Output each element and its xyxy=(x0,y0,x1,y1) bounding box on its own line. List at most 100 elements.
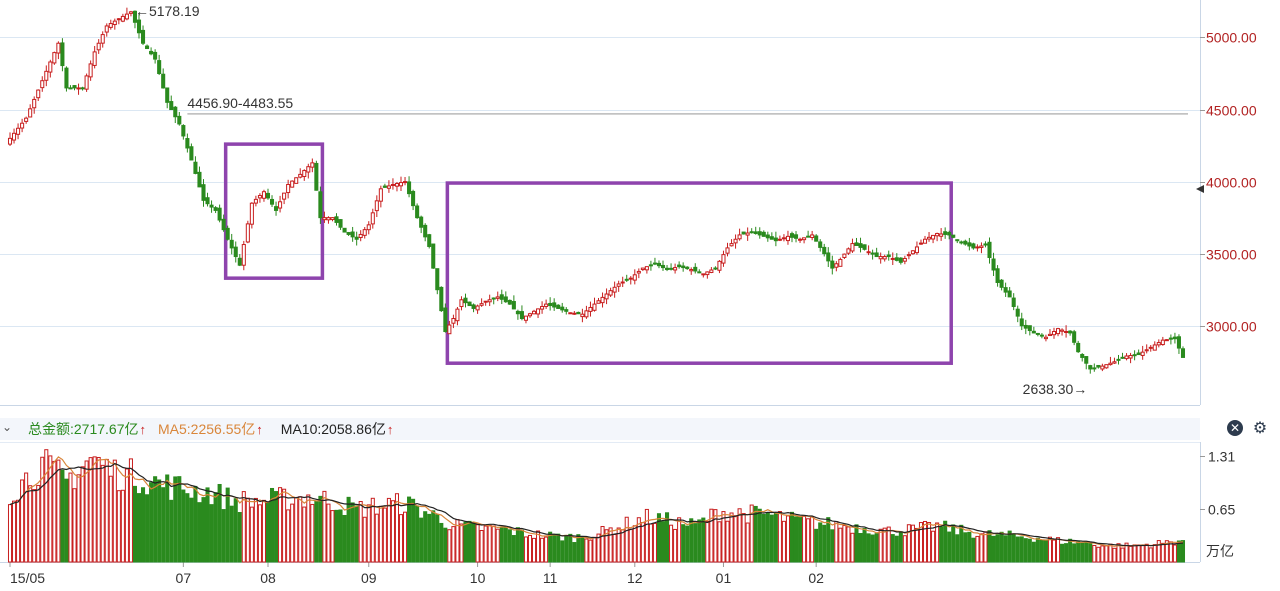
close-icon[interactable]: ✕ xyxy=(1227,420,1243,436)
volume-bar xyxy=(322,490,327,563)
volume-bar xyxy=(411,498,416,563)
candle-body xyxy=(580,313,585,318)
candle-body xyxy=(660,264,666,269)
candle-body xyxy=(354,236,359,240)
candle-body xyxy=(1088,365,1093,370)
volume-bar xyxy=(80,466,85,563)
x-tick-label: 01 xyxy=(716,570,732,586)
candle-body xyxy=(1039,334,1044,337)
volume-bar xyxy=(624,516,629,563)
candle-body xyxy=(914,246,919,254)
y-tick-label: 3500.00 xyxy=(1206,247,1257,263)
candle-body xyxy=(120,15,125,22)
candle-body xyxy=(423,224,428,238)
candle-body xyxy=(286,183,291,194)
volume-bar xyxy=(193,485,198,563)
volume-bar xyxy=(338,509,343,563)
candle-body xyxy=(1140,351,1145,356)
volume-bar xyxy=(507,529,512,563)
volume-bar xyxy=(967,531,972,563)
volume-bar xyxy=(717,521,722,563)
volume-bar xyxy=(777,511,782,563)
candle-body xyxy=(834,263,839,268)
gear-icon[interactable]: ⚙ xyxy=(1252,420,1268,437)
candle-body xyxy=(269,198,275,205)
volume-bar xyxy=(72,488,77,563)
chevron-down-icon[interactable]: ⌄ xyxy=(2,420,13,434)
candle-body xyxy=(540,306,545,310)
candle-body xyxy=(213,207,218,211)
volume-bar xyxy=(463,521,468,563)
x-tick-label: 08 xyxy=(260,570,276,586)
candle-body xyxy=(197,171,202,188)
volume-bar xyxy=(1003,535,1008,563)
candle-body xyxy=(947,231,952,236)
candle-body xyxy=(769,236,774,240)
candle-body xyxy=(753,231,758,234)
candle-body xyxy=(261,191,266,199)
volume-bar xyxy=(1144,543,1149,563)
volume-bar xyxy=(16,499,21,563)
candle-body xyxy=(612,286,617,293)
candle-body xyxy=(1164,339,1169,342)
volume-bar xyxy=(1140,544,1145,563)
volume-bar xyxy=(669,524,674,563)
volume-bar xyxy=(560,540,565,563)
volume-bar xyxy=(608,527,613,563)
volume-bar xyxy=(403,511,408,563)
candle-body xyxy=(757,231,762,236)
volume-bar xyxy=(556,533,561,563)
candle-body xyxy=(729,243,734,247)
volume-bar xyxy=(761,513,766,563)
candle-body xyxy=(1180,348,1186,358)
volume-bar xyxy=(491,525,496,563)
volume-bar xyxy=(834,521,839,563)
y-tick-label: 5000.00 xyxy=(1206,30,1257,46)
candle-body xyxy=(28,108,33,118)
candle-body xyxy=(1055,328,1061,335)
volume-bar xyxy=(1015,536,1020,563)
candle-body xyxy=(217,207,222,221)
candle-body xyxy=(249,202,254,225)
volume-bar xyxy=(431,510,436,563)
y-tick-label: 3000.00 xyxy=(1206,319,1257,335)
x-tick-label: 10 xyxy=(470,570,486,586)
candle-body xyxy=(737,234,742,240)
candle-body xyxy=(338,219,343,228)
candle-body xyxy=(777,238,782,241)
candle-body xyxy=(749,231,754,234)
candle-body xyxy=(689,269,694,272)
volume-bar xyxy=(1120,547,1125,563)
candle-body xyxy=(88,63,93,78)
candle-body xyxy=(1031,330,1036,334)
candle-body xyxy=(1132,354,1137,357)
volume-bar xyxy=(995,534,1000,563)
volume-bar xyxy=(209,504,214,563)
candle-body xyxy=(765,234,770,239)
candle-body xyxy=(64,67,69,89)
volume-bar xyxy=(531,537,537,563)
volume-bar xyxy=(1076,541,1081,563)
candle-body xyxy=(874,252,879,258)
volume-bar xyxy=(983,531,988,563)
candle-body xyxy=(189,146,194,161)
volume-bar xyxy=(1043,539,1048,563)
volume-bar xyxy=(1039,539,1044,563)
candle-body xyxy=(785,235,790,242)
volume-bar xyxy=(1080,542,1085,563)
candle-body xyxy=(257,195,262,199)
candle-body xyxy=(523,315,528,321)
volume-bar xyxy=(330,510,335,563)
volume-bar xyxy=(701,517,706,563)
volume-bar xyxy=(987,530,992,563)
candle-body xyxy=(104,25,109,33)
volume-bar xyxy=(257,504,262,563)
ma10-line xyxy=(9,462,1184,547)
volume-bar xyxy=(947,531,952,563)
volume-bar xyxy=(483,525,488,563)
volume-bar xyxy=(749,504,754,563)
volume-bar xyxy=(1164,540,1169,563)
candle-body xyxy=(717,260,722,271)
candle-body xyxy=(902,257,907,262)
volume-bar xyxy=(632,525,637,563)
